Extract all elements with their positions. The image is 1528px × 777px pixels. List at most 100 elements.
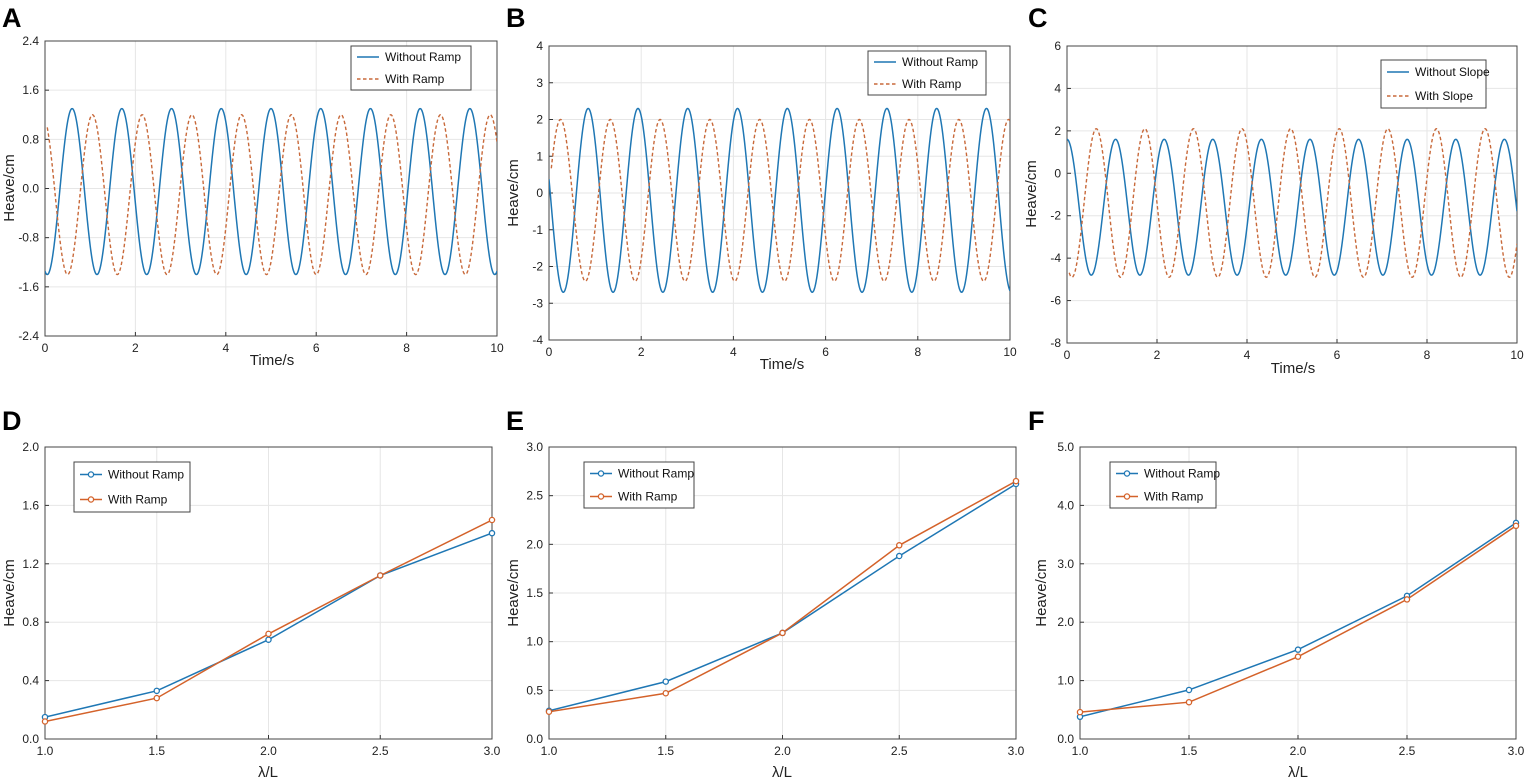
x-tick-label: 0 bbox=[1064, 348, 1071, 362]
axes-frame bbox=[1079, 446, 1517, 740]
legend-label: With Ramp bbox=[385, 72, 445, 86]
panel-letter: B bbox=[506, 3, 526, 33]
y-tick-label: -2 bbox=[1050, 209, 1061, 223]
panel-letter: E bbox=[506, 406, 524, 436]
data-point bbox=[1512, 522, 1520, 530]
x-tick-label: 1.5 bbox=[1181, 744, 1198, 758]
data-point bbox=[265, 636, 272, 643]
y-tick-label: 2.4 bbox=[22, 34, 39, 48]
y-axis-label: Heave/cm bbox=[1, 559, 18, 627]
legend: Without Ramp With Ramp bbox=[867, 50, 987, 96]
x-tick-label: 2.5 bbox=[372, 744, 389, 758]
legend-label: With Ramp bbox=[108, 493, 168, 507]
y-tick-label: 0 bbox=[536, 186, 543, 200]
x-tick-label: 10 bbox=[490, 341, 504, 355]
series-group bbox=[1067, 128, 1517, 278]
legend-label: With Slope bbox=[1415, 89, 1473, 103]
x-tick-label: 1.5 bbox=[657, 744, 674, 758]
legend-marker bbox=[597, 493, 605, 500]
data-point bbox=[1012, 477, 1020, 485]
panels-group: A2.41.60.80.0-0.8-1.6-2.40 2 4 6 8 10Time/sHe… bbox=[1, 3, 1525, 777]
y-axis-label: Heave/cm bbox=[1, 154, 18, 222]
y-tick-label: 1.0 bbox=[1057, 674, 1074, 688]
x-tick-label: 6 bbox=[822, 345, 829, 359]
legend-label: Without Ramp bbox=[1144, 467, 1220, 481]
legend-marker bbox=[1123, 470, 1131, 477]
data-point bbox=[1185, 686, 1193, 694]
legend-marker bbox=[87, 471, 95, 478]
x-tick-label: 4 bbox=[222, 341, 229, 355]
y-tick-label: -8 bbox=[1050, 336, 1061, 350]
axes-frame bbox=[548, 446, 1017, 740]
y-tick-label: 1.0 bbox=[526, 635, 543, 649]
x-tick-label: 1.0 bbox=[1072, 744, 1089, 758]
series-group bbox=[45, 107, 497, 276]
y-tick-label: 5.0 bbox=[1057, 440, 1074, 454]
legend-marker bbox=[597, 470, 605, 477]
y-tick-label: 2.5 bbox=[526, 489, 543, 503]
legend-marker bbox=[87, 496, 95, 503]
x-tick-label: 0 bbox=[42, 341, 49, 355]
legend-label: With Ramp bbox=[1144, 490, 1204, 504]
y-tick-label: 0.0 bbox=[22, 732, 39, 746]
legend-box bbox=[867, 50, 987, 96]
legend-label: Without Ramp bbox=[902, 55, 978, 69]
y-tick-label: 3.0 bbox=[526, 440, 543, 454]
y-tick-label: 4 bbox=[536, 39, 543, 53]
x-tick-label: 3.0 bbox=[1508, 744, 1525, 758]
series-line-without bbox=[549, 107, 1010, 294]
y-tick-label: 0.0 bbox=[526, 732, 543, 746]
y-tick-label: 3 bbox=[536, 76, 543, 90]
data-point bbox=[896, 552, 903, 560]
y-tick-label: 2 bbox=[1054, 124, 1061, 138]
legend-box bbox=[1109, 461, 1217, 509]
data-point bbox=[488, 529, 496, 537]
y-tick-label: -2 bbox=[532, 260, 543, 274]
x-axis-label: Time/s bbox=[760, 356, 804, 373]
x-axis-label: λ/L bbox=[772, 764, 792, 777]
legend-label: With Ramp bbox=[902, 77, 962, 91]
data-point bbox=[662, 690, 670, 697]
x-tick-label: 2.0 bbox=[1290, 744, 1307, 758]
legend: Without Ramp With Ramp bbox=[583, 461, 695, 509]
data-point bbox=[1076, 708, 1084, 716]
chart-panel-a: A2.4 1.6 0.8 0.0 -0.8 -1.6 -2.40 2 4 6 8 10 Time/s He… bbox=[1, 3, 504, 369]
y-tick-label: 0 bbox=[1054, 166, 1061, 180]
data-point bbox=[545, 708, 553, 715]
panel-letter: D bbox=[2, 406, 22, 436]
y-tick-label: -4 bbox=[1050, 251, 1061, 265]
y-tick-label: 3.0 bbox=[1057, 557, 1074, 571]
axes-frame bbox=[1066, 45, 1518, 344]
legend-label: Without Ramp bbox=[385, 50, 461, 64]
y-tick-label: 0.0 bbox=[1057, 732, 1074, 746]
x-tick-label: 2 bbox=[132, 341, 139, 355]
legend-label: With Ramp bbox=[618, 490, 678, 504]
y-axis-label: Heave/cm bbox=[505, 559, 522, 627]
legend-box bbox=[73, 461, 191, 513]
series-line-without bbox=[45, 107, 497, 276]
x-tick-label: 2.0 bbox=[774, 744, 791, 758]
data-point bbox=[153, 687, 160, 695]
legend: Without Ramp With Ramp bbox=[1109, 461, 1220, 509]
data-point bbox=[1403, 596, 1411, 603]
y-tick-label: 2.0 bbox=[1057, 615, 1074, 629]
x-tick-label: 6 bbox=[1334, 348, 1341, 362]
legend: Without Slope With Slope bbox=[1380, 59, 1490, 109]
axes-frame bbox=[548, 45, 1011, 341]
x-tick-label: 1.5 bbox=[148, 744, 165, 758]
y-tick-label: 0.0 bbox=[22, 182, 39, 196]
x-tick-label: 3.0 bbox=[1008, 744, 1025, 758]
x-tick-label: 4 bbox=[1244, 348, 1251, 362]
series-line-without bbox=[1067, 138, 1517, 276]
y-tick-label: 1.6 bbox=[22, 83, 39, 97]
data-point bbox=[376, 572, 384, 579]
y-axis-label: Heave/cm bbox=[505, 159, 522, 227]
y-tick-label: 0.4 bbox=[22, 674, 39, 688]
legend: Without Ramp With Ramp bbox=[73, 461, 191, 513]
y-tick-label: -3 bbox=[532, 296, 543, 310]
y-tick-label: 0.8 bbox=[22, 132, 39, 146]
legend-box bbox=[350, 45, 472, 91]
data-point bbox=[265, 630, 272, 638]
